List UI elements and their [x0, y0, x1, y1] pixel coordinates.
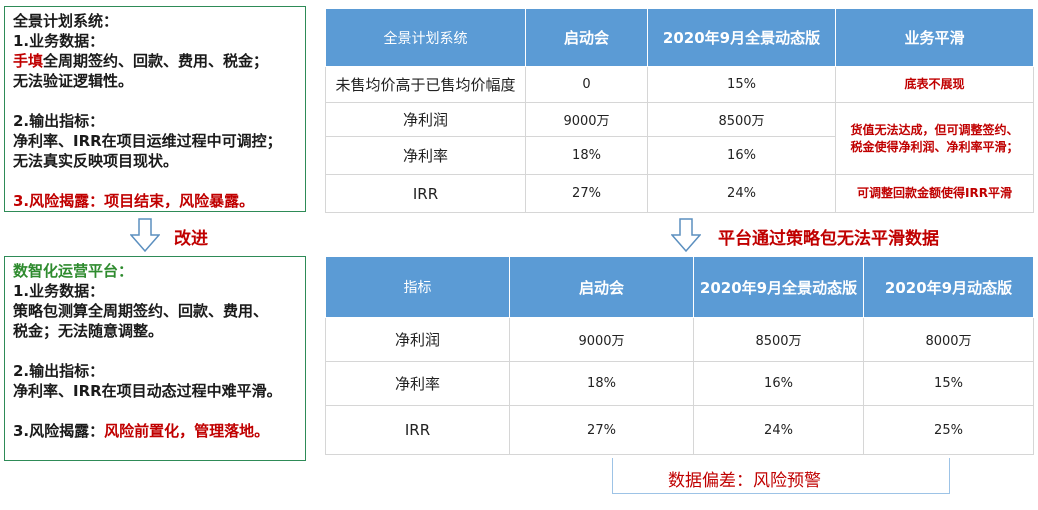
table-cell: 25%	[863, 405, 1034, 455]
table-cell: 9000万	[525, 102, 648, 137]
legacy-system-box: 全景计划系统： 1.业务数据： 手填全周期签约、回款、费用、税金； 无法验证逻辑…	[4, 6, 306, 212]
table-row: IRR 27% 24% 可调整回款金额使得IRR平滑	[325, 174, 1034, 213]
platform-s1-line2: 税金；无法随意调整。	[13, 322, 164, 340]
row-label: 净利率	[325, 361, 510, 406]
table-cell: 27%	[525, 174, 648, 213]
table-cell: 8500万	[647, 102, 836, 137]
platform-metrics-table: 指标 启动会 2020年9月全景动态版 2020年9月动态版 净利润 9000万…	[325, 256, 1034, 455]
note-line: 货值无法达成，但可调整签约、	[850, 122, 1019, 137]
platform-s2-line1: 净利率、IRR在项目动态过程中难平滑。	[13, 382, 282, 400]
header-cell: 2020年9月全景动态版	[693, 256, 864, 318]
table-row: 净利率 18% 16%	[325, 136, 1034, 175]
improve-label: 改进	[174, 229, 208, 249]
header-cell: 全景计划系统	[325, 8, 526, 67]
platform-risk-prefix: 3.风险揭露：	[13, 422, 105, 440]
row-label: 未售均价高于已售均价幅度	[325, 66, 526, 103]
deviation-label: 数据偏差：风险预警	[668, 471, 821, 491]
note-cell: 底表不展现	[835, 66, 1034, 103]
deviation-bracket	[612, 458, 950, 494]
down-arrow-icon	[671, 218, 701, 252]
legacy-s1-line2: 无法验证逻辑性。	[13, 72, 134, 90]
legacy-metrics-table: 全景计划系统 启动会 2020年9月全景动态版 业务平滑 未售均价高于已售均价幅…	[325, 8, 1034, 213]
table-cell: 24%	[647, 174, 836, 213]
legacy-s1-line1: 手填全周期签约、回款、费用、税金；	[13, 51, 297, 71]
platform-risk-highlight: 风险前置化，管理落地。	[104, 422, 270, 440]
row-label: IRR	[325, 174, 526, 213]
row-label: 净利润	[325, 102, 526, 137]
table-cell: 16%	[693, 361, 864, 406]
table-cell: 27%	[509, 405, 694, 455]
table-cell: 15%	[647, 66, 836, 103]
legacy-s2-line2: 无法真实反映项目现状。	[13, 152, 179, 170]
row-label: 净利润	[325, 317, 510, 362]
header-cell: 业务平滑	[835, 8, 1034, 67]
table-row: 净利润 9000万 8500万 货值无法达成，但可调整签约、 税金使得净利润、净…	[325, 102, 1034, 175]
header-cell: 启动会	[509, 256, 694, 318]
note-line: 税金使得净利润、净利率平滑；	[850, 139, 1019, 154]
table-cell: 9000万	[509, 317, 694, 362]
down-arrow-icon	[130, 218, 160, 252]
legacy-s1-line1-rest: 全周期签约、回款、费用、税金；	[43, 52, 269, 70]
row-label: 净利率	[325, 136, 526, 175]
table-cell: 16%	[647, 136, 836, 175]
legacy-s2-line1: 净利率、IRR在项目运维过程中可调控；	[13, 132, 282, 150]
table-row: 未售均价高于已售均价幅度 0 15% 底表不展现	[325, 66, 1034, 103]
smoothing-label: 平台通过策略包无法平滑数据	[718, 229, 939, 249]
table-cell: 8500万	[693, 317, 864, 362]
platform-s2-title: 2.输出指标：	[13, 362, 105, 380]
table-row: 净利率 18% 16% 15%	[325, 361, 1034, 406]
legacy-s1-title: 1.业务数据：	[13, 32, 105, 50]
manual-entry-highlight: 手填	[13, 52, 44, 70]
header-cell: 2020年9月全景动态版	[647, 8, 836, 67]
platform-s1-line1: 策略包测算全周期签约、回款、费用、	[13, 302, 269, 320]
note-cell: 可调整回款金额使得IRR平滑	[835, 174, 1034, 213]
digital-platform-box: 数智化运营平台： 1.业务数据： 策略包测算全周期签约、回款、费用、 税金；无法…	[4, 256, 306, 461]
table-cell: 15%	[863, 361, 1034, 406]
row-label: IRR	[325, 405, 510, 455]
header-cell: 指标	[325, 256, 510, 318]
platform-risk-line: 3.风险揭露：风险前置化，管理落地。	[13, 421, 297, 441]
note-cell: 货值无法达成，但可调整签约、 税金使得净利润、净利率平滑；	[835, 102, 1034, 175]
table-row: IRR 27% 24% 25%	[325, 405, 1034, 455]
table-cell: 18%	[525, 136, 648, 175]
legacy-s2-title: 2.输出指标：	[13, 112, 105, 130]
table-cell: 24%	[693, 405, 864, 455]
legacy-title: 全景计划系统：	[13, 12, 119, 30]
table-cell: 8000万	[863, 317, 1034, 362]
table-cell: 18%	[509, 361, 694, 406]
header-cell: 启动会	[525, 8, 648, 67]
legacy-risk-line: 3.风险揭露：项目结束，风险暴露。	[13, 192, 255, 210]
table-row: 净利润 9000万 8500万 8000万	[325, 317, 1034, 362]
table-cell: 0	[525, 66, 648, 103]
platform-title: 数智化运营平台：	[13, 262, 134, 280]
header-cell: 2020年9月动态版	[863, 256, 1034, 318]
platform-s1-title: 1.业务数据：	[13, 282, 105, 300]
